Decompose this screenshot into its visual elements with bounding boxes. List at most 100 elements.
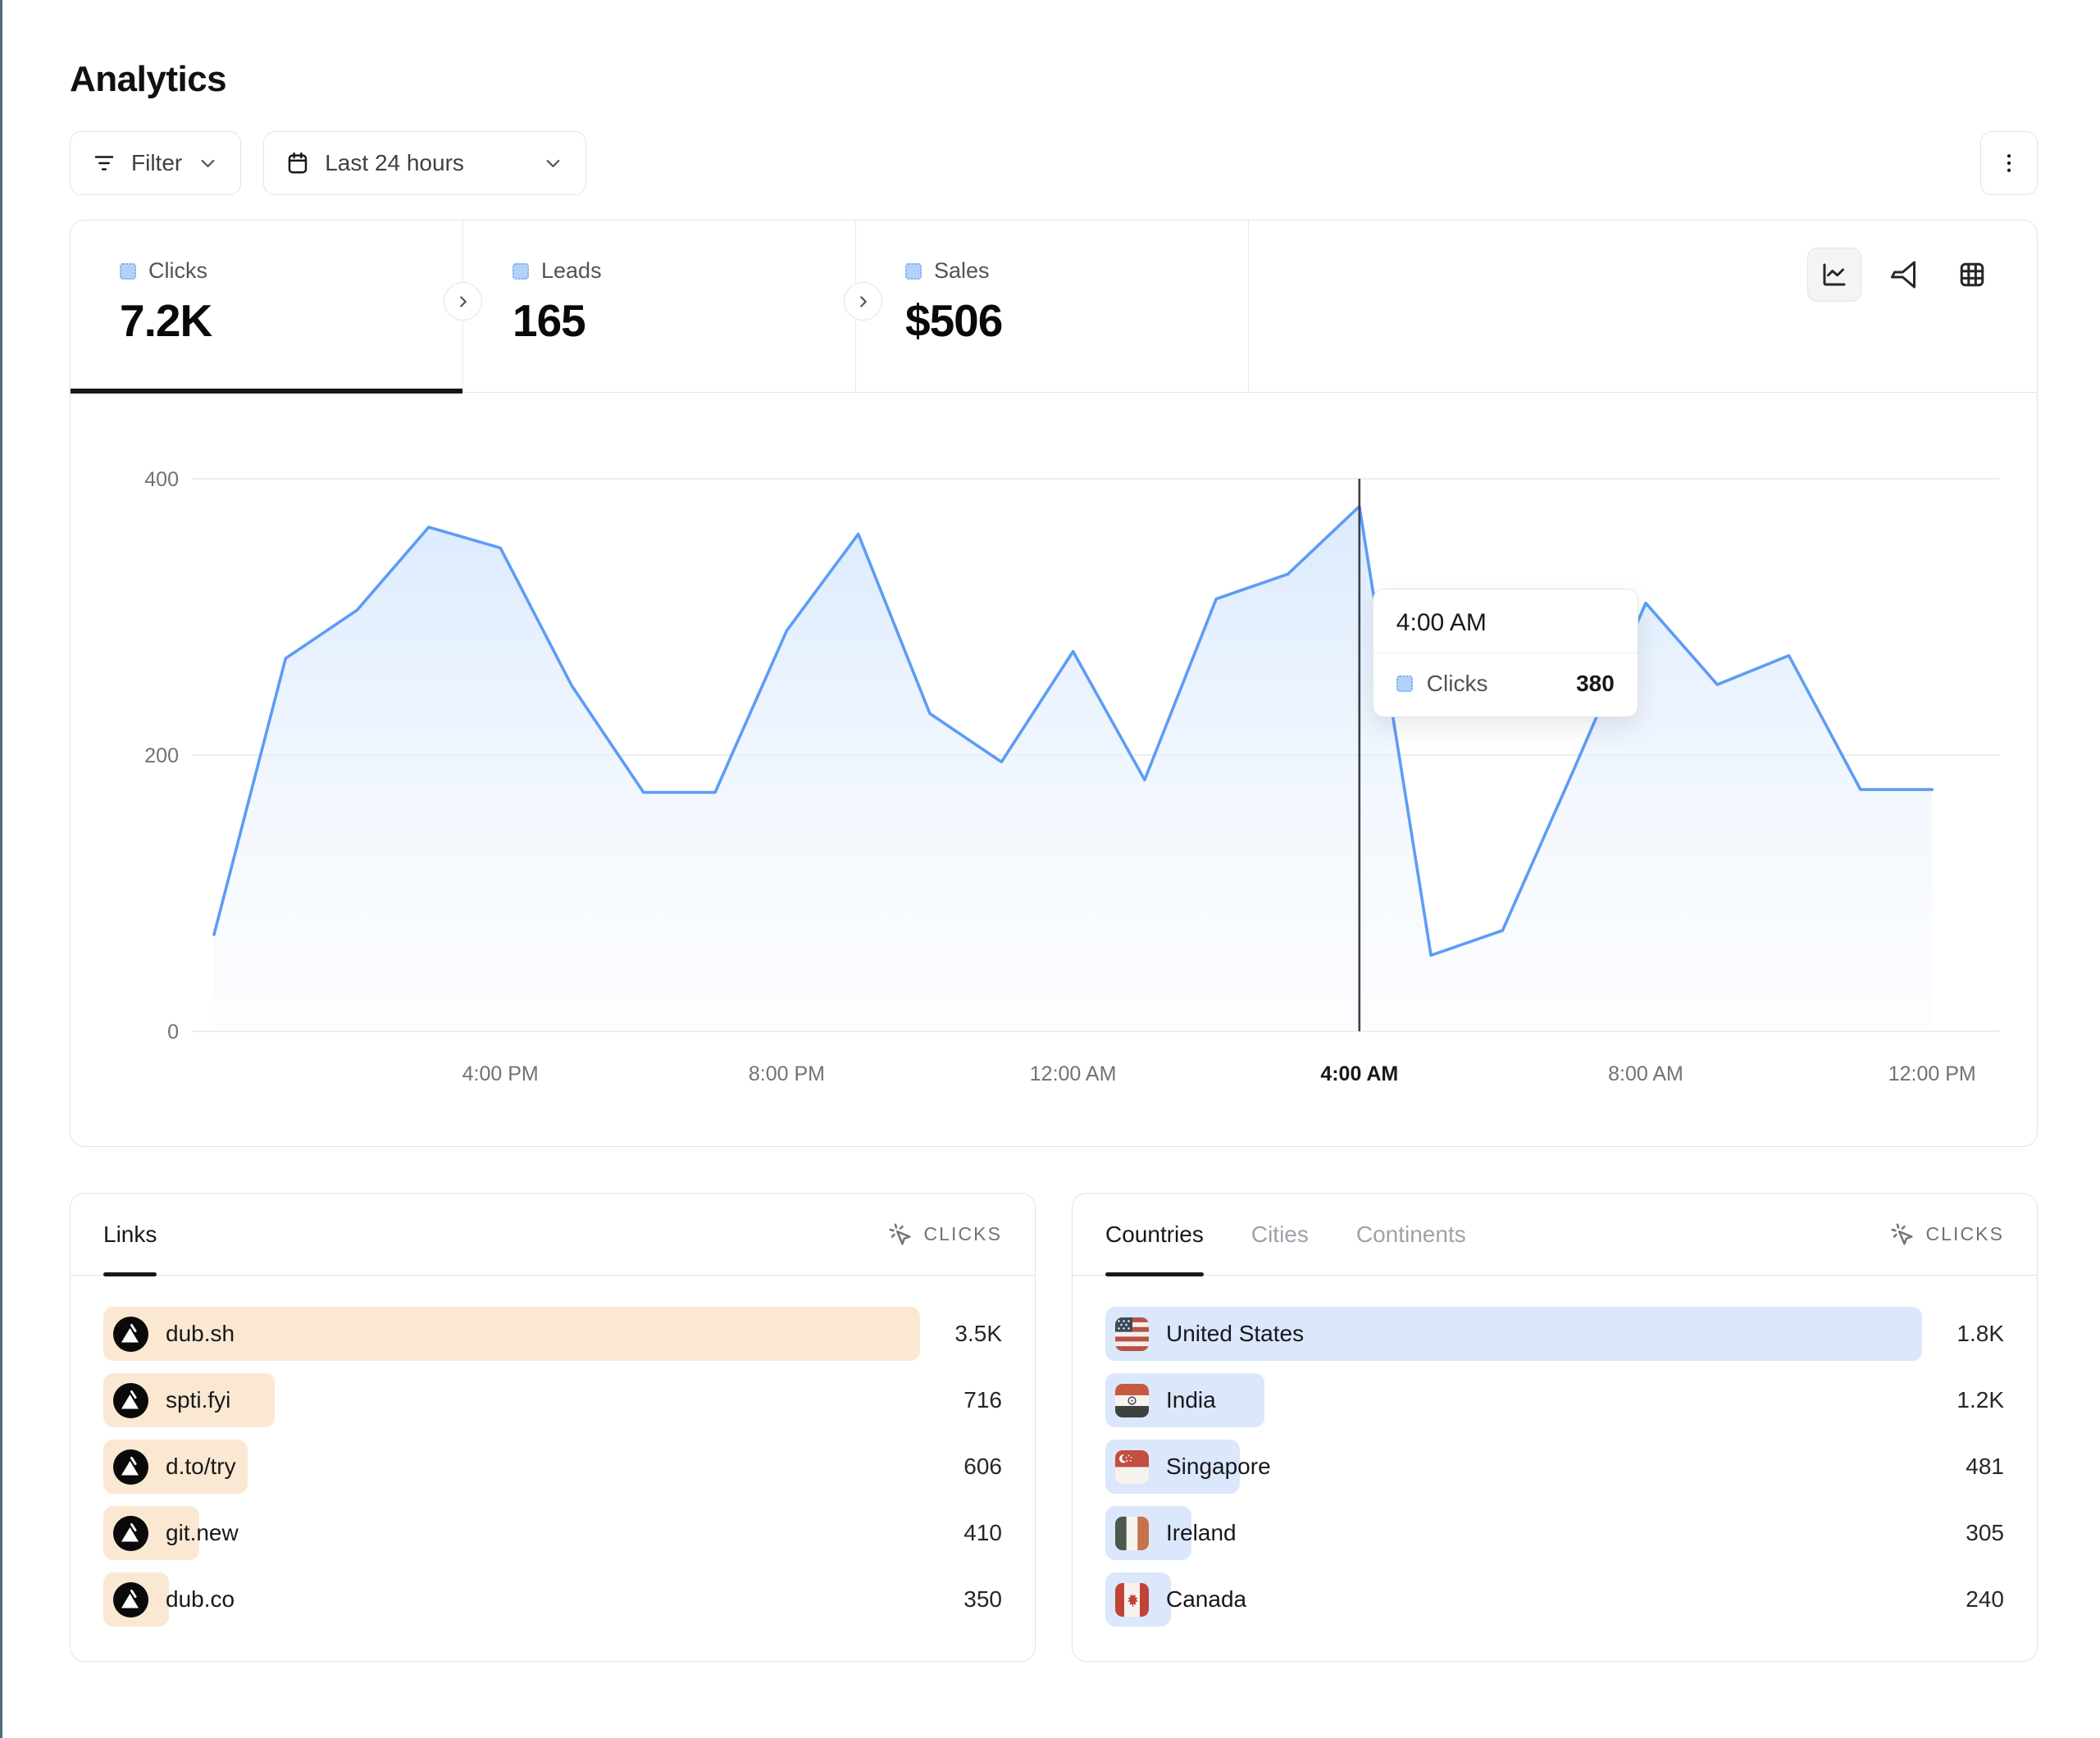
leads-legend-square: [512, 262, 529, 280]
row-value: 1.8K: [1957, 1321, 2004, 1346]
breakdown-panels: Links CLICKS dub.sh 3.5K spti.fyi 716 d.to/t…: [70, 1193, 2038, 1662]
page-title: Analytics: [70, 59, 227, 99]
us-flag-icon: [1115, 1317, 1149, 1351]
chevron-right-icon: [859, 295, 867, 307]
date-range-button[interactable]: Last 24 hours: [263, 131, 587, 195]
links-metric-selector[interactable]: CLICKS: [888, 1222, 1002, 1247]
link-row[interactable]: spti.fyi 716: [103, 1373, 1002, 1427]
link-row[interactable]: git.new 410: [103, 1506, 1002, 1560]
filter-button[interactable]: Filter: [70, 131, 242, 195]
country-row[interactable]: Ireland 305: [1105, 1506, 2004, 1560]
link-favicon: [113, 1382, 148, 1418]
cursor-click-icon: [1891, 1223, 1913, 1244]
country-row[interactable]: Canada 240: [1105, 1572, 2004, 1627]
metric-label: Leads: [541, 258, 602, 283]
row-value: 606: [963, 1454, 1002, 1479]
metric-tabs: Clicks 7.2K Leads 165 Sales $506: [71, 221, 2037, 394]
table-view-button[interactable]: [1945, 248, 1999, 302]
line-chart-icon: [1823, 263, 1846, 286]
tooltip-value: 380: [1576, 671, 1615, 696]
tab-links[interactable]: Links: [103, 1194, 157, 1276]
country-row[interactable]: Singapore 481: [1105, 1440, 2004, 1494]
row-label: Singapore: [1166, 1454, 1271, 1479]
tooltip-series-label: Clicks: [1426, 671, 1488, 696]
row-label: dub.sh: [166, 1321, 235, 1346]
ie-flag-icon: [1115, 1516, 1149, 1550]
link-row[interactable]: d.to/try 606: [103, 1440, 1002, 1494]
filter-button-label: Filter: [131, 150, 183, 175]
geo-metric-label: CLICKS: [1925, 1223, 2004, 1244]
in-flag-icon: [1115, 1383, 1149, 1417]
link-favicon: [113, 1316, 148, 1352]
funnel-view-button[interactable]: [1876, 248, 1930, 302]
metric-tab-sales[interactable]: Sales $506: [856, 221, 1249, 392]
tab-countries[interactable]: Countries: [1105, 1194, 1204, 1276]
row-label: India: [1166, 1387, 1216, 1413]
country-row[interactable]: United States 1.8K: [1105, 1307, 2004, 1361]
svg-text:12:00 AM: 12:00 AM: [1030, 1062, 1117, 1085]
expand-leads-sales-button[interactable]: [844, 282, 882, 321]
row-label: Ireland: [1166, 1520, 1237, 1545]
row-label: United States: [1166, 1321, 1305, 1346]
chevron-right-icon: [459, 295, 467, 307]
geo-metric-selector[interactable]: CLICKS: [1890, 1222, 2004, 1247]
row-value: 350: [963, 1586, 1002, 1612]
row-label: dub.co: [166, 1586, 235, 1612]
svg-text:8:00 AM: 8:00 AM: [1608, 1062, 1683, 1085]
row-value: 305: [1966, 1520, 2004, 1545]
toolbar: Filter Last 24 hours: [70, 131, 2038, 195]
row-label: git.new: [166, 1520, 239, 1545]
calendar-icon: [288, 152, 307, 174]
row-value: 1.2K: [1957, 1387, 2004, 1413]
left-edge-accent: [0, 0, 2, 1738]
links-panel-header: Links CLICKS: [71, 1194, 1035, 1276]
area-chart-canvas: 0 200 400 4:00 PM 8:00 PM 12:00 AM 4:00 AM 8:00…: [144, 468, 1999, 1085]
filter-lines-icon: [94, 156, 114, 171]
geo-panel: Countries Cities Continents CLICKS Unite…: [1072, 1193, 2038, 1662]
geo-panel-header: Countries Cities Continents CLICKS: [1073, 1194, 2037, 1276]
metric-tab-clicks[interactable]: Clicks 7.2K: [71, 221, 463, 394]
row-value: 716: [963, 1387, 1002, 1413]
analytics-page: Analytics Filter Last 24 hours Clicks 7.…: [70, 59, 2038, 1662]
svg-text:200: 200: [144, 744, 179, 767]
geo-rows: United States 1.8K India 1.2K Singapore 481 Ir…: [1073, 1276, 2037, 1627]
chevron-down-icon: [546, 159, 560, 167]
tab-cities[interactable]: Cities: [1251, 1194, 1309, 1275]
sales-legend-square: [905, 262, 922, 280]
sg-flag-icon: [1115, 1449, 1149, 1484]
clicks-time-series-chart[interactable]: 0 200 400 4:00 PM 8:00 PM 12:00 AM 4:00 AM 8:00…: [71, 394, 2036, 1146]
tab-links-label: Links: [103, 1221, 157, 1247]
clicks-legend-square: [120, 262, 136, 280]
row-value: 3.5K: [954, 1321, 1002, 1346]
tooltip-legend-square: [1396, 676, 1413, 692]
chart-view-toggles: [1807, 248, 1999, 302]
metric-value: 7.2K: [120, 295, 212, 346]
row-label: d.to/try: [166, 1454, 236, 1479]
links-panel: Links CLICKS dub.sh 3.5K spti.fyi 716 d.to/t…: [70, 1193, 1036, 1662]
metric-label: Sales: [934, 258, 990, 283]
chevron-down-icon: [201, 159, 215, 167]
chart-tooltip: 4:00 AM Clicks 380: [1372, 589, 1638, 717]
date-range-label: Last 24 hours: [325, 150, 464, 175]
row-label: spti.fyi: [166, 1387, 231, 1413]
link-favicon: [113, 1581, 148, 1617]
svg-text:8:00 PM: 8:00 PM: [749, 1062, 825, 1085]
value-bar: [1105, 1307, 1922, 1361]
svg-text:400: 400: [144, 468, 179, 491]
metric-tab-leads[interactable]: Leads 165: [463, 221, 856, 392]
more-options-button[interactable]: [1980, 131, 2038, 195]
kebab-menu-icon: [2007, 154, 2011, 172]
ca-flag-icon: [1115, 1582, 1149, 1617]
svg-text:12:00 PM: 12:00 PM: [1888, 1062, 1976, 1085]
expand-clicks-leads-button[interactable]: [444, 282, 482, 321]
country-row[interactable]: India 1.2K: [1105, 1373, 2004, 1427]
link-row[interactable]: dub.co 350: [103, 1572, 1002, 1627]
row-value: 240: [1966, 1586, 2004, 1612]
analytics-chart-card: Clicks 7.2K Leads 165 Sales $506: [70, 220, 2038, 1147]
metric-value: 165: [512, 295, 586, 346]
line-chart-view-button[interactable]: [1807, 248, 1861, 302]
tab-continents[interactable]: Continents: [1356, 1194, 1466, 1275]
tooltip-time-label: 4:00 AM: [1373, 589, 1638, 653]
link-row[interactable]: dub.sh 3.5K: [103, 1307, 1002, 1361]
tab-countries-label: Countries: [1105, 1221, 1204, 1247]
